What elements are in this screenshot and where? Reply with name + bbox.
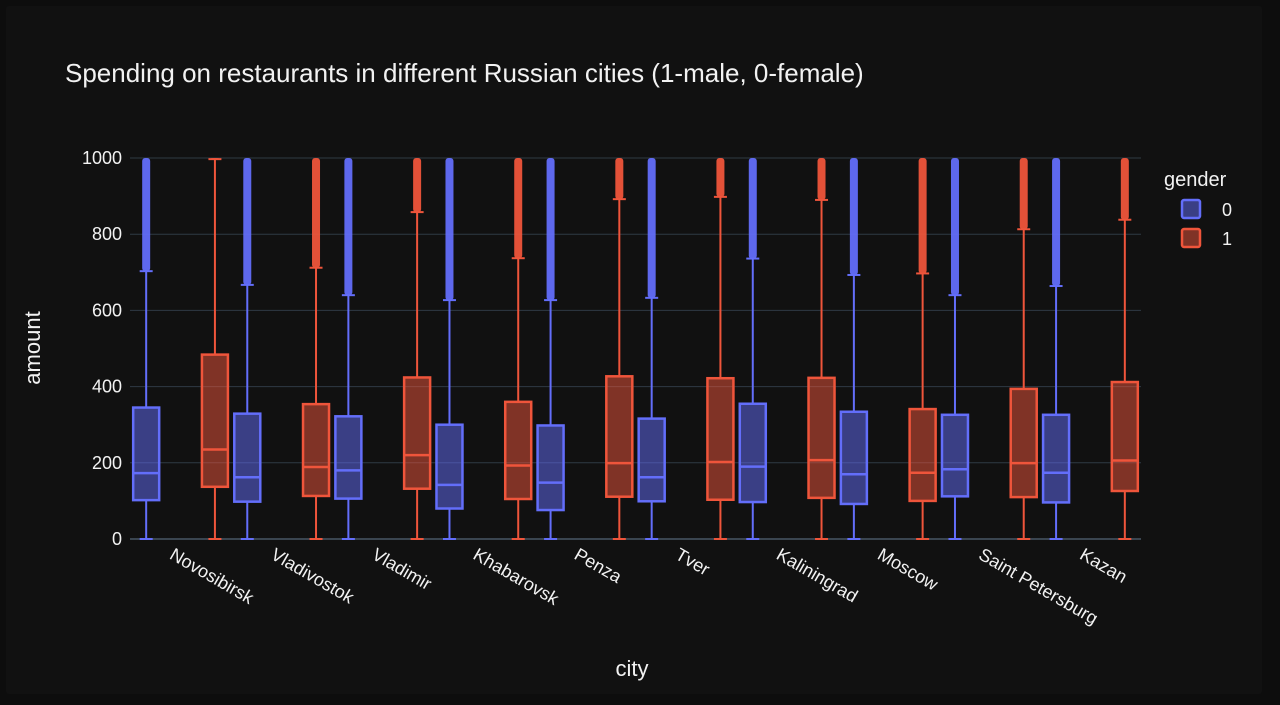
legend-items: 01 bbox=[1180, 198, 1232, 249]
box-kaliningrad-gender-1 bbox=[807, 158, 836, 540]
y-tick-label: 600 bbox=[92, 300, 122, 320]
legend-item-gender-0[interactable]: 0 bbox=[1180, 198, 1232, 220]
x-tick-label: Kaliningrad bbox=[773, 544, 861, 606]
box-saint-petersburg-gender-1 bbox=[1009, 158, 1038, 540]
y-axis-title: amount bbox=[20, 311, 45, 384]
box-iqr bbox=[503, 400, 533, 501]
box-iqr bbox=[605, 375, 634, 498]
outlier-points bbox=[514, 158, 523, 259]
box-vladimir-gender-1 bbox=[402, 158, 432, 540]
legend-label: 1 bbox=[1222, 229, 1232, 249]
outlier-points bbox=[950, 158, 959, 296]
box-iqr bbox=[637, 417, 666, 503]
x-tick-label: Vladivostok bbox=[268, 544, 359, 608]
grid-layer bbox=[130, 157, 1141, 540]
outlier-points bbox=[344, 158, 353, 296]
y-tick-label: 200 bbox=[92, 453, 122, 473]
y-axis-ticks: 0 200 400 600 800 1000 bbox=[82, 148, 122, 549]
box-iqr bbox=[940, 413, 970, 498]
box-iqr bbox=[807, 376, 836, 500]
outlier-points bbox=[849, 158, 858, 275]
box-moscow-gender-0 bbox=[839, 158, 869, 540]
legend-swatch bbox=[1180, 198, 1202, 220]
x-tick-label: Khabarovsk bbox=[470, 544, 563, 609]
box-saint-petersburg-gender-0 bbox=[940, 158, 970, 540]
box-vladimir-gender-0 bbox=[334, 158, 363, 540]
box-iqr bbox=[706, 376, 735, 502]
legend-swatch bbox=[1180, 227, 1202, 249]
outlier-points bbox=[546, 158, 555, 301]
legend-label: 0 bbox=[1222, 200, 1232, 220]
legend-item-gender-1[interactable]: 1 bbox=[1180, 227, 1232, 249]
y-tick-label: 400 bbox=[92, 377, 122, 397]
box-vladivostok-gender-0 bbox=[233, 158, 262, 540]
outlier-points bbox=[647, 158, 656, 298]
x-axis-title: city bbox=[616, 656, 649, 681]
outlier-points bbox=[312, 158, 321, 268]
x-tick-label: Novosibirsk bbox=[167, 544, 258, 608]
box-kazan-gender-1 bbox=[1110, 158, 1140, 540]
box-kazan-gender-0 bbox=[1041, 158, 1071, 540]
legend: gender 01 bbox=[1164, 169, 1232, 249]
box-novosibirsk-gender-1 bbox=[200, 158, 230, 540]
box-iqr bbox=[1041, 413, 1071, 504]
box-tver-gender-0 bbox=[637, 158, 666, 540]
outlier-points bbox=[445, 158, 454, 301]
x-tick-label: Penza bbox=[571, 544, 626, 587]
box-iqr bbox=[402, 376, 432, 490]
outlier-points bbox=[748, 158, 757, 259]
outlier-points bbox=[243, 158, 252, 285]
x-tick-label: Vladimir bbox=[369, 544, 435, 594]
box-tver-gender-1 bbox=[706, 158, 735, 540]
y-tick-label: 0 bbox=[112, 529, 122, 549]
box-novosibirsk-gender-0 bbox=[131, 158, 161, 540]
outlier-points bbox=[716, 158, 725, 197]
box-iqr bbox=[1009, 387, 1038, 499]
box-iqr bbox=[908, 407, 937, 503]
outlier-points bbox=[413, 158, 422, 213]
outlier-points bbox=[615, 158, 624, 200]
box-moscow-gender-1 bbox=[908, 158, 937, 540]
y-tick-label: 800 bbox=[92, 224, 122, 244]
x-tick-label: Moscow bbox=[874, 544, 942, 595]
outlier-points bbox=[918, 158, 927, 274]
x-axis-ticks: Novosibirsk Vladivostok Vladimir Khabarovsk… bbox=[167, 544, 1131, 628]
legend-title: gender bbox=[1164, 169, 1227, 191]
box-iqr bbox=[1110, 380, 1140, 493]
box-iqr bbox=[301, 402, 331, 498]
x-tick-label: Kazan bbox=[1076, 544, 1130, 587]
boxes-layer bbox=[131, 158, 1140, 540]
outlier-points bbox=[142, 158, 151, 272]
box-kaliningrad-gender-0 bbox=[738, 158, 768, 540]
box-khabarovsk-gender-0 bbox=[435, 158, 464, 540]
box-penza-gender-0 bbox=[536, 158, 565, 540]
box-vladivostok-gender-1 bbox=[301, 158, 331, 540]
chart-title: Spending on restaurants in different Rus… bbox=[65, 58, 864, 88]
box-iqr bbox=[233, 412, 262, 503]
box-iqr bbox=[200, 353, 230, 489]
box-iqr bbox=[131, 406, 161, 502]
box-iqr bbox=[435, 423, 464, 510]
y-tick-label: 1000 bbox=[82, 148, 122, 168]
outlier-points bbox=[817, 158, 826, 200]
x-tick-label: Tver bbox=[672, 544, 713, 579]
box-iqr bbox=[839, 410, 869, 506]
box-iqr bbox=[536, 424, 565, 512]
outlier-points bbox=[1052, 158, 1061, 287]
outlier-points bbox=[1019, 158, 1028, 230]
box-khabarovsk-gender-1 bbox=[503, 158, 533, 540]
box-iqr bbox=[738, 402, 768, 504]
box-penza-gender-1 bbox=[605, 158, 634, 540]
box-iqr bbox=[334, 415, 363, 500]
outlier-points bbox=[1120, 158, 1129, 220]
